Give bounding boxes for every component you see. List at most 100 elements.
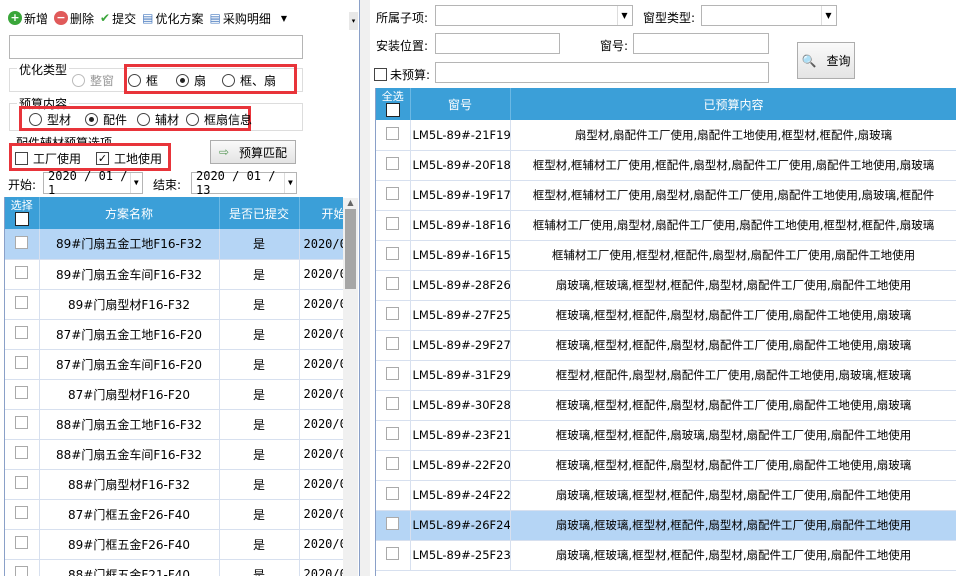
install-location-input[interactable] [435,33,560,54]
row-checkbox[interactable] [5,409,40,440]
table-row[interactable]: LM5L-89#-21F19 扇型材,扇配件工厂使用,扇配件工地使用,框型材,框配… [376,120,956,151]
row-checkbox[interactable] [5,559,40,576]
toolbar-overflow-icon[interactable]: ▾ [349,12,358,30]
radio-accessory[interactable]: 配件 [85,111,127,128]
unbudgeted-checkbox[interactable]: 未预算: [374,66,430,83]
radio-whole-window[interactable]: 整窗 [72,72,114,89]
row-checkbox[interactable] [376,150,411,181]
row-checkbox[interactable] [376,450,411,481]
row-checkbox[interactable] [5,469,40,500]
splitter[interactable] [360,0,370,576]
submitted-column-header[interactable]: 是否已提交 [219,197,300,229]
table-row[interactable]: LM5L-89#-27F25 框玻璃,框型材,框配件,扇型材,扇配件工厂使用,扇配… [376,300,956,331]
vertical-scrollbar[interactable]: ▲ [343,198,358,576]
table-row[interactable]: 87#门扇型材F16-F20 是 2020/0 [5,379,343,410]
start-date-picker[interactable]: 2020 / 01 / 1 ▼ [43,169,143,197]
table-row[interactable]: LM5L-89#-26F24 扇玻璃,框玻璃,框型材,框配件,扇型材,扇配件工厂使… [376,510,956,541]
table-row[interactable]: LM5L-89#-31F29 框型材,框配件,扇型材,扇配件工厂使用,扇配件工地使… [376,360,956,391]
row-checkbox[interactable] [376,510,411,541]
row-checkbox[interactable] [376,270,411,301]
table-row[interactable]: 87#门框五金F26-F40 是 2020/0 [5,499,343,530]
table-row[interactable]: LM5L-89#-22F20 框玻璃,框型材,框配件,扇型材,扇配件工厂使用,扇配… [376,450,956,481]
dropdown-arrow-icon[interactable]: ▼ [280,13,287,23]
plan-name-input[interactable] [9,35,303,59]
row-checkbox[interactable] [5,319,40,350]
table-row[interactable]: 88#门扇五金工地F16-F32 是 2020/0 [5,409,343,440]
table-row[interactable]: LM5L-89#-24F22 扇玻璃,框玻璃,框型材,框配件,扇型材,扇配件工厂使… [376,480,956,511]
row-checkbox[interactable] [376,360,411,391]
row-checkbox[interactable] [376,420,411,451]
select-all-column-header[interactable]: 全选 [376,88,411,120]
row-checkbox[interactable] [376,330,411,361]
factory-use-checkbox[interactable]: 工厂使用 [15,150,81,167]
table-row[interactable]: 88#门扇五金车间F16-F32 是 2020/0 [5,439,343,470]
submit-button[interactable]: ✔ 提交 [100,10,136,27]
table-row[interactable]: 89#门扇型材F16-F32 是 2020/0 [5,289,343,320]
table-row[interactable]: 87#门扇五金车间F16-F20 是 2020/0 [5,349,343,380]
start-date-cell: 2020/0 [299,469,343,500]
budgeted-content-cell: 框玻璃,框型材,框配件,扇型材,扇配件工厂使用,扇配件工地使用,扇玻璃 [510,390,956,421]
table-row[interactable]: LM5L-89#-30F28 框玻璃,框型材,框配件,扇型材,扇配件工厂使用,扇配… [376,390,956,421]
row-checkbox[interactable] [376,390,411,421]
row-checkbox[interactable] [5,229,40,260]
table-row[interactable]: 89#门扇五金车间F16-F32 是 2020/0 [5,259,343,290]
optimize-plan-button[interactable]: ▤ 优化方案 [142,10,203,27]
row-checkbox[interactable] [376,300,411,331]
row-checkbox[interactable] [376,180,411,211]
minus-icon: − [54,11,69,25]
table-row[interactable]: 88#门扇型材F16-F32 是 2020/0 [5,469,343,500]
row-checkbox[interactable] [5,499,40,530]
plan-name-column-header[interactable]: 方案名称 [39,197,220,229]
radio-profile[interactable]: 型材 [29,111,71,128]
query-button[interactable]: 🔍 查询 [797,42,855,79]
window-no-cell: LM5L-89#-29F27 [410,330,511,361]
radio-sash[interactable]: 扇 [176,72,206,89]
window-no-input[interactable] [633,33,769,54]
end-date-picker[interactable]: 2020 / 01 / 13 ▼ [191,169,297,197]
radio-auxiliary[interactable]: 辅材 [137,111,179,128]
radio-frame[interactable]: 框 [128,72,158,89]
select-column-header[interactable]: 选择 [5,197,40,229]
radio-frame-sash-info[interactable]: 框扇信息 [186,111,252,128]
row-checkbox[interactable] [5,259,40,290]
table-row[interactable]: LM5L-89#-25F23 扇玻璃,框玻璃,框型材,框配件,扇型材,扇配件工厂使… [376,540,956,571]
budgeted-content-cell: 框玻璃,框型材,框配件,扇玻璃,扇型材,扇配件工厂使用,扇配件工地使用 [510,420,956,451]
table-row[interactable]: LM5L-89#-20F18 框型材,框辅材工厂使用,框配件,扇型材,扇配件工厂使… [376,150,956,181]
table-row[interactable]: LM5L-89#-16F15 框辅材工厂使用,框型材,框配件,扇型材,扇配件工厂使… [376,240,956,271]
window-type-select[interactable]: ▼ [701,5,837,26]
budget-match-button[interactable]: ⇨ 预算匹配 [210,140,296,164]
delete-button[interactable]: − 删除 [54,10,94,27]
window-no-column-header[interactable]: 窗号 [410,88,511,120]
row-checkbox[interactable] [376,480,411,511]
start-date-label: 开始: [8,178,37,192]
row-checkbox[interactable] [5,349,40,380]
budgeted-content-column-header[interactable]: 已预算内容 [510,88,956,120]
radio-frame-sash[interactable]: 框、扇 [222,72,276,89]
table-row[interactable]: LM5L-89#-28F26 扇玻璃,框玻璃,框型材,框配件,扇型材,扇配件工厂使… [376,270,956,301]
row-checkbox[interactable] [376,120,411,151]
purchase-detail-button[interactable]: ▤ 采购明细 [209,10,270,27]
unbudgeted-input[interactable] [435,62,769,83]
table-row[interactable]: LM5L-89#-18F16 框辅材工厂使用,扇型材,扇配件工厂使用,扇配件工地使… [376,210,956,241]
add-button[interactable]: + 新增 [8,10,48,27]
row-checkbox[interactable] [376,540,411,571]
row-checkbox[interactable] [376,240,411,271]
table-row[interactable]: 89#门扇五金工地F16-F32 是 2020/0 [5,229,343,260]
table-row[interactable]: 89#门框五金F26-F40 是 2020/0 [5,529,343,560]
sub-item-select[interactable]: ▼ [435,5,633,26]
site-use-checkbox[interactable]: ✓ 工地使用 [96,152,163,166]
row-checkbox[interactable] [5,379,40,410]
row-checkbox[interactable] [5,439,40,470]
table-row[interactable]: LM5L-89#-23F21 框玻璃,框型材,框配件,扇玻璃,扇型材,扇配件工厂使… [376,420,956,451]
scroll-up-icon[interactable]: ▲ [347,198,354,207]
table-row[interactable]: LM5L-89#-19F17 框型材,框辅材工厂使用,扇型材,扇配件工厂使用,扇配… [376,180,956,211]
table-row[interactable]: 87#门扇五金工地F16-F20 是 2020/0 [5,319,343,350]
scrollbar-thumb[interactable] [345,209,356,289]
table-row[interactable]: LM5L-89#-29F27 框玻璃,框型材,框配件,扇型材,扇配件工厂使用,扇配… [376,330,956,361]
right-panel: 所属子项: ▼ 窗型类型: ▼ 安装位置: 窗号: 未预算: 🔍 查询 全选 窗号… [370,0,956,576]
row-checkbox[interactable] [376,210,411,241]
table-row[interactable]: 88#门框五金F21-F40 是 2020/0 [5,559,343,576]
start-column-header[interactable]: 开始 [299,197,343,229]
row-checkbox[interactable] [5,289,40,320]
row-checkbox[interactable] [5,529,40,560]
